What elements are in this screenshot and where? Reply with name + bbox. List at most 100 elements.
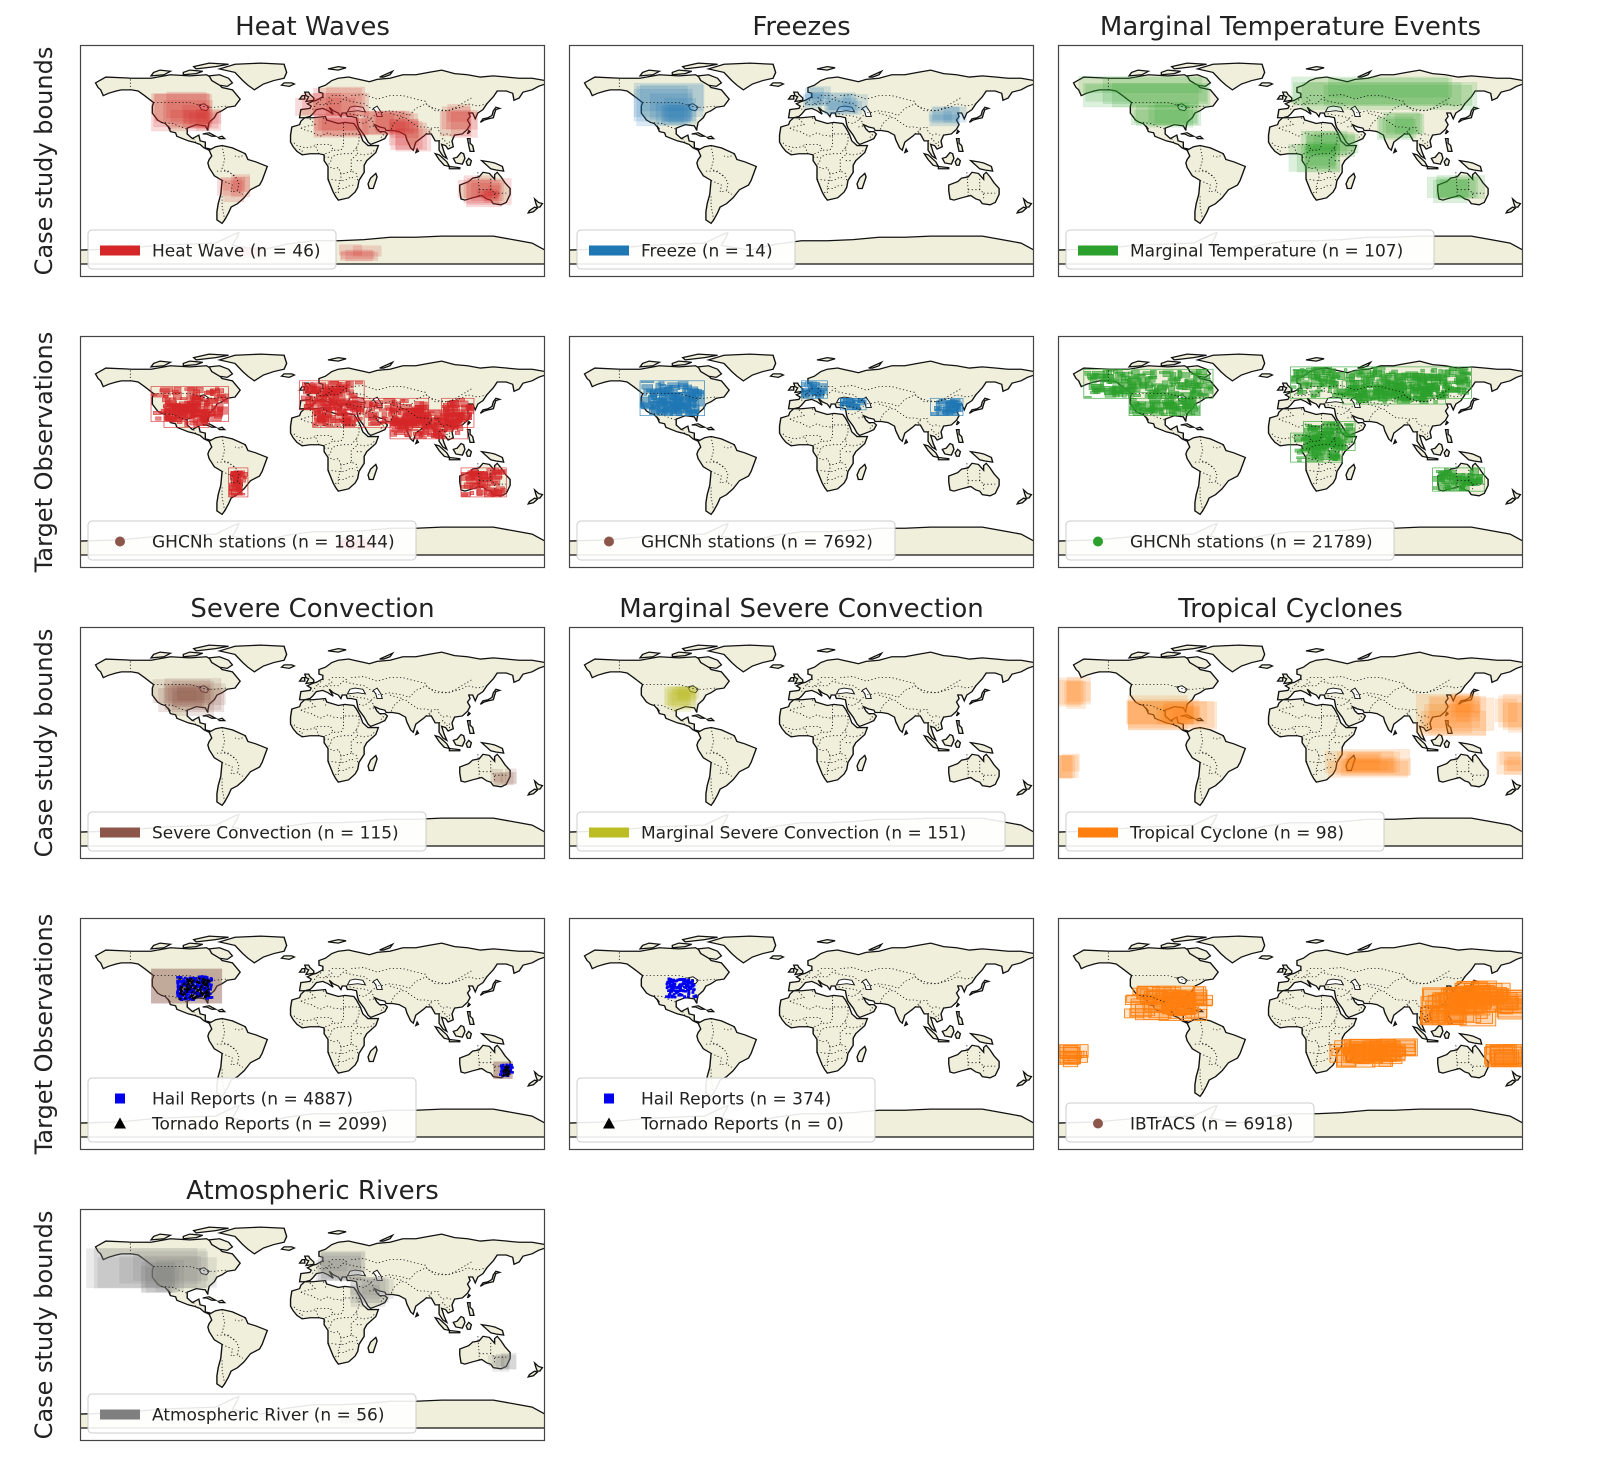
case-bound-box [490, 768, 504, 783]
tornado-report [200, 980, 205, 984]
obs-bound-box [839, 397, 867, 411]
station-cluster [368, 422, 381, 426]
tornado-report [188, 984, 193, 987]
case-bound-box [1496, 751, 1521, 775]
station-cluster [942, 410, 956, 414]
station-cluster [1297, 450, 1303, 455]
legend-label: Hail Reports (n = 4887) [152, 1090, 353, 1110]
case-bound-box [1328, 78, 1452, 98]
case-bound-box [338, 244, 362, 256]
case-bound-box [1154, 101, 1199, 125]
station-cluster [1120, 378, 1129, 382]
cyclone-track-box [1506, 997, 1519, 1011]
station-cluster [214, 388, 224, 393]
panel-marginal-temp-obs: GHCNh stations (n = 21789) [1057, 335, 1524, 569]
station-cluster [954, 403, 962, 412]
station-cluster [1317, 386, 1321, 390]
tornado-report [201, 981, 205, 985]
hail-report [677, 994, 681, 997]
hail-report [676, 990, 680, 994]
hail-report [665, 986, 669, 990]
event-overlay [151, 86, 512, 262]
hail-report [672, 993, 676, 996]
case-bound-box [633, 82, 704, 118]
station-cluster [328, 419, 342, 423]
station-cluster [1345, 373, 1355, 379]
hail-report [683, 981, 687, 984]
station-cluster [1169, 378, 1178, 384]
station-cluster [396, 419, 409, 423]
hail-report [205, 984, 208, 988]
legend-label: Tropical Cyclone (n = 98) [1129, 824, 1344, 844]
case-bound-box [481, 191, 498, 199]
hail-report [183, 980, 187, 983]
case-bound-box [395, 120, 423, 150]
legend-label: Heat Wave (n = 46) [152, 242, 321, 262]
case-bound-box [667, 686, 697, 710]
legend-swatch [1078, 245, 1118, 256]
case-bound-box [170, 109, 208, 129]
case-bound-box [1066, 676, 1091, 702]
legend-label: Atmospheric River (n = 56) [152, 1406, 384, 1426]
station-cluster [1178, 370, 1183, 379]
station-cluster [1460, 371, 1472, 376]
case-bound-box [220, 176, 246, 191]
legend: Heat Wave (n = 46) [87, 229, 337, 270]
case-bound-box [94, 1248, 198, 1289]
case-bound-box [155, 1259, 185, 1292]
station-cluster [641, 384, 653, 390]
map-frame [79, 1208, 546, 1442]
obs-bound-box [1432, 467, 1485, 492]
case-bound-box [1502, 693, 1523, 727]
legend-marker [1093, 536, 1103, 547]
case-bound-box [1440, 179, 1476, 198]
hail-report [209, 996, 213, 999]
case-bound-box [326, 86, 365, 116]
station-cluster [1378, 393, 1388, 401]
station-cluster [443, 407, 450, 412]
case-bound-box [1058, 677, 1081, 707]
case-bound-box [636, 85, 688, 127]
panel-tropical-cyclones-obs: IBTrACS (n = 6918) [1057, 917, 1524, 1151]
station-cluster [1425, 383, 1439, 390]
case-bound-box [1502, 702, 1523, 730]
legend-marker [604, 1093, 614, 1104]
legend-marker [604, 536, 614, 547]
legend-box [1065, 1102, 1315, 1143]
hail-report [176, 985, 180, 989]
station-cluster [1142, 371, 1155, 375]
event-overlay [1083, 366, 1485, 492]
case-bound-box [505, 768, 517, 785]
case-bound-box [1058, 680, 1084, 705]
case-bound-box [1429, 697, 1495, 731]
legend: Hail Reports (n = 4887) Tornado Reports (… [87, 1077, 417, 1143]
case-bound-box [1325, 751, 1394, 774]
hail-report [686, 982, 690, 986]
cyclone-track-box [1180, 998, 1213, 1007]
legend-box [576, 1077, 876, 1143]
case-bound-box [1451, 692, 1480, 718]
station-cluster [354, 416, 363, 421]
cyclone-track-box [1457, 980, 1479, 989]
row-label: Target Observations [30, 332, 58, 574]
station-cluster [301, 382, 306, 388]
legend-label: GHCNh stations (n = 18144) [152, 533, 395, 553]
legend: Marginal Severe Convection (n = 151) [576, 811, 1006, 852]
case-bound-box [673, 686, 696, 696]
station-cluster [1452, 473, 1466, 479]
hail-report [502, 1066, 505, 1069]
case-bound-box [664, 686, 696, 706]
case-bound-box [493, 772, 506, 785]
case-bound-box [321, 118, 369, 136]
station-cluster [486, 488, 499, 492]
tornado-report [204, 991, 209, 995]
case-bound-box [119, 1255, 201, 1284]
station-cluster [1332, 444, 1341, 450]
station-cluster [1337, 372, 1346, 380]
case-bound-box [662, 107, 691, 123]
case-bound-box [144, 1263, 175, 1288]
hail-report [190, 997, 194, 1001]
hail-report [206, 996, 210, 999]
case-bound-box [1064, 681, 1091, 705]
